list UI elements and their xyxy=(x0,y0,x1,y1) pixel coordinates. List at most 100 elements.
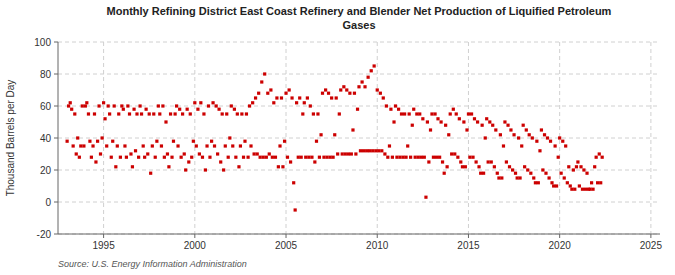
point xyxy=(496,172,499,175)
point xyxy=(248,104,251,107)
point xyxy=(484,136,487,139)
point xyxy=(107,104,110,107)
point xyxy=(485,117,488,120)
point xyxy=(205,144,208,147)
point xyxy=(518,176,521,179)
point xyxy=(455,112,458,115)
point xyxy=(544,172,547,175)
point xyxy=(591,188,594,191)
point xyxy=(370,69,373,72)
point xyxy=(117,112,120,115)
point xyxy=(357,85,360,88)
point xyxy=(449,112,452,115)
point xyxy=(321,92,324,95)
point xyxy=(142,144,145,147)
point xyxy=(373,64,376,67)
point xyxy=(157,104,160,107)
x-tick xyxy=(194,234,195,238)
point xyxy=(198,152,201,155)
point xyxy=(367,76,370,79)
point xyxy=(253,152,256,155)
point xyxy=(382,96,385,99)
point xyxy=(246,156,249,159)
point xyxy=(418,112,421,115)
point xyxy=(403,112,406,115)
point xyxy=(249,144,252,147)
x-tick xyxy=(103,234,104,238)
point xyxy=(174,112,177,115)
y-grid-line xyxy=(58,74,660,75)
point xyxy=(221,112,224,115)
title: Monthly Refining District East Coast Ref… xyxy=(107,5,612,31)
point xyxy=(271,156,274,159)
point xyxy=(178,108,181,111)
point xyxy=(576,160,579,163)
point xyxy=(443,172,446,175)
point xyxy=(395,156,398,159)
point xyxy=(227,156,230,159)
point xyxy=(371,149,374,152)
point xyxy=(435,156,438,159)
point xyxy=(581,188,584,191)
point xyxy=(347,152,350,155)
point xyxy=(468,156,471,159)
point xyxy=(199,101,202,104)
chart: -200204060801001995200020052010201520202… xyxy=(0,0,675,275)
point xyxy=(297,156,300,159)
point xyxy=(166,152,169,155)
point xyxy=(319,133,322,136)
point xyxy=(411,124,414,127)
point xyxy=(79,144,82,147)
point xyxy=(187,160,190,163)
point xyxy=(509,128,512,131)
point xyxy=(481,124,484,127)
point xyxy=(569,184,572,187)
point xyxy=(292,181,295,184)
point xyxy=(528,133,531,136)
x-tick-label: 1995 xyxy=(92,240,115,251)
x-tick-label: 2025 xyxy=(640,240,663,251)
point xyxy=(529,172,532,175)
point xyxy=(183,152,186,155)
point xyxy=(286,156,289,159)
axes: -200204060801001995200020052010201520202… xyxy=(34,37,662,252)
point xyxy=(160,144,163,147)
point xyxy=(491,124,494,127)
point xyxy=(233,108,236,111)
point xyxy=(554,144,557,147)
point xyxy=(180,156,183,159)
point xyxy=(269,88,272,91)
y-tick-label: 60 xyxy=(40,101,52,112)
point xyxy=(526,168,529,171)
point xyxy=(537,181,540,184)
point xyxy=(511,168,514,171)
point xyxy=(193,101,196,104)
point xyxy=(85,101,88,104)
point xyxy=(78,156,81,159)
point xyxy=(412,108,415,111)
point xyxy=(114,165,117,168)
y-tick xyxy=(54,202,58,203)
point xyxy=(122,108,125,111)
point xyxy=(417,156,420,159)
point xyxy=(310,156,313,159)
point xyxy=(88,140,91,143)
point xyxy=(402,156,405,159)
point xyxy=(254,96,257,99)
point xyxy=(256,152,259,155)
point xyxy=(103,117,106,120)
point xyxy=(82,144,85,147)
point xyxy=(288,88,291,91)
point xyxy=(230,104,233,107)
point xyxy=(534,181,537,184)
title-line: Monthly Refining District East Coast Ref… xyxy=(107,5,612,17)
point xyxy=(595,156,598,159)
point xyxy=(158,112,161,115)
point xyxy=(420,156,423,159)
point xyxy=(172,140,175,143)
point xyxy=(119,156,122,159)
point xyxy=(520,144,523,147)
point xyxy=(204,168,207,171)
y-tick-label: 100 xyxy=(34,37,51,48)
point xyxy=(377,149,380,152)
